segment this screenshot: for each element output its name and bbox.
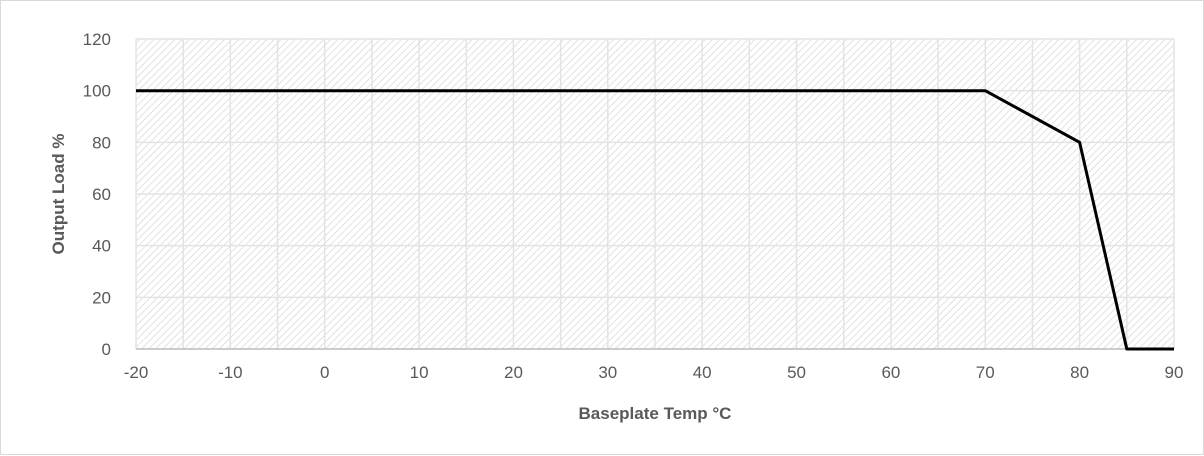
x-tick-label: 70 (976, 363, 995, 382)
x-tick-label: 0 (320, 363, 329, 382)
x-axis-title: Baseplate Temp °C (579, 404, 732, 423)
x-tick-label: 20 (504, 363, 523, 382)
x-tick-label: 50 (787, 363, 806, 382)
y-tick-label: 20 (92, 288, 111, 307)
y-axis-title: Output Load % (49, 134, 68, 255)
y-tick-label: 120 (83, 30, 111, 49)
x-axis-ticks: -20 -10 0 10 20 30 40 50 60 70 80 90 (124, 363, 1184, 382)
y-tick-label: 40 (92, 237, 111, 256)
y-tick-label: 0 (102, 340, 111, 359)
x-tick-label: -20 (124, 363, 149, 382)
y-tick-label: 60 (92, 185, 111, 204)
x-tick-label: 80 (1070, 363, 1089, 382)
x-tick-label: 60 (881, 363, 900, 382)
y-axis-ticks: 0 20 40 60 80 100 120 (83, 30, 111, 359)
x-tick-label: 40 (693, 363, 712, 382)
y-tick-label: 100 (83, 82, 111, 101)
y-tick-label: 80 (92, 133, 111, 152)
output-load-line (136, 89, 1174, 351)
x-tick-label: -10 (218, 363, 243, 382)
x-tick-label: 10 (410, 363, 429, 382)
x-tick-label: 90 (1165, 363, 1184, 382)
x-tick-label: 30 (598, 363, 617, 382)
